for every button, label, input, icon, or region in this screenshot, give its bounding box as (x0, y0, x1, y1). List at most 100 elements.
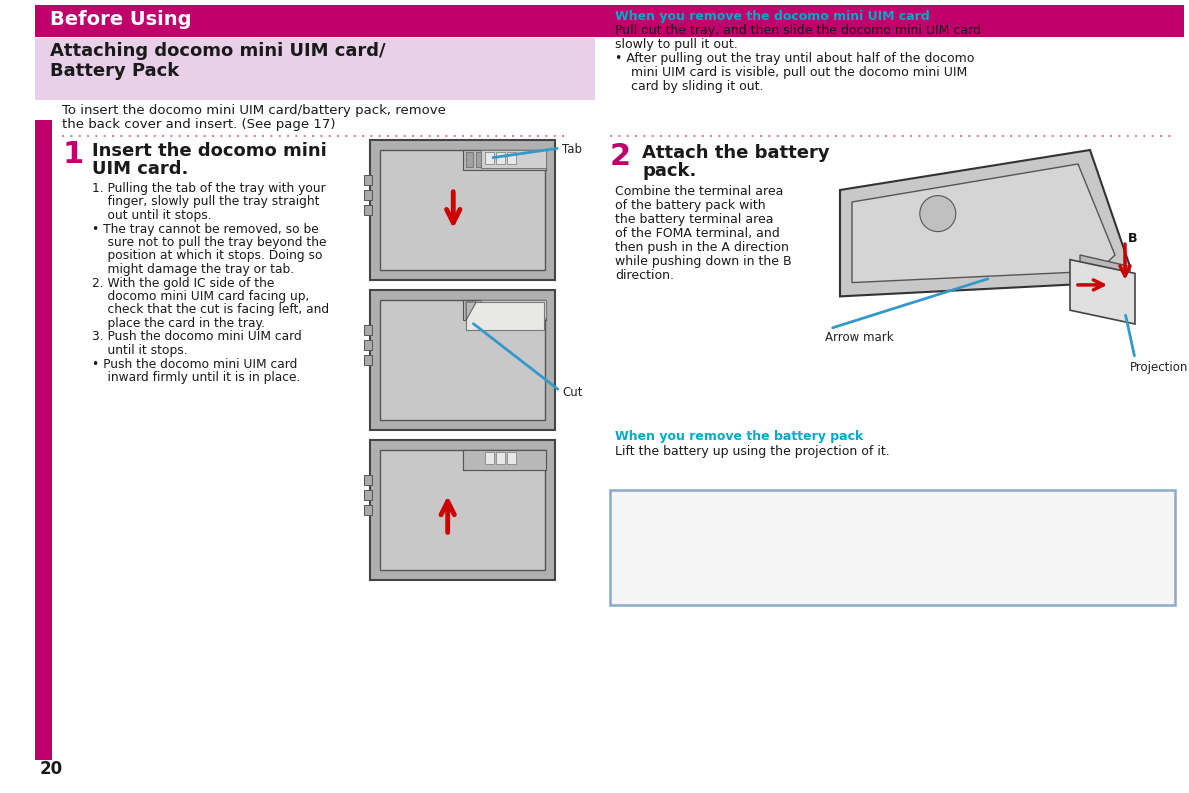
Bar (463, 450, 546, 470)
Text: Cut: Cut (562, 386, 583, 399)
Bar (364, 475, 372, 485)
Bar (34, 120, 52, 760)
Text: terminal. If you have a docomo UIM card or FOMA card,: terminal. If you have a docomo UIM card … (619, 562, 980, 575)
Bar (482, 450, 546, 468)
Text: of the battery pack with: of the battery pack with (615, 199, 766, 212)
Polygon shape (853, 164, 1115, 282)
Bar (507, 302, 514, 317)
Text: Arrow mark: Arrow mark (825, 331, 894, 343)
Polygon shape (1070, 259, 1135, 324)
Text: • After pulling out the tray until about half of the docomo: • After pulling out the tray until about… (615, 52, 974, 65)
Text: Attach the battery: Attach the battery (642, 144, 830, 162)
Bar (482, 300, 546, 318)
Text: Attaching docomo mini UIM card/: Attaching docomo mini UIM card/ (50, 42, 385, 60)
Bar (364, 355, 372, 365)
Text: terminal when you install or remove the docomo mini UIM: terminal when you install or remove the … (619, 514, 995, 527)
Bar (364, 340, 372, 350)
Bar (496, 302, 503, 317)
Text: card by sliding it out.: card by sliding it out. (615, 80, 763, 93)
Text: 2: 2 (610, 142, 631, 171)
Bar (34, 5, 1184, 37)
Bar (496, 152, 503, 167)
Bar (463, 450, 546, 470)
Bar (477, 302, 483, 317)
Bar (507, 452, 516, 464)
Text: • The tray cannot be removed, so be: • The tray cannot be removed, so be (92, 223, 319, 236)
Text: the back cover and insert. (See page 17): the back cover and insert. (See page 17) (62, 118, 335, 131)
Bar (463, 300, 546, 320)
Text: the battery terminal area: the battery terminal area (615, 213, 774, 226)
Bar (486, 302, 493, 317)
Bar (496, 452, 504, 464)
Text: while pushing down in the B: while pushing down in the B (615, 255, 792, 268)
Bar (380, 300, 545, 420)
Bar (496, 302, 504, 314)
Text: docomo mini UIM card facing up,: docomo mini UIM card facing up, (92, 290, 309, 303)
Bar (485, 152, 493, 164)
Text: might damage the tray or tab.: might damage the tray or tab. (92, 263, 294, 276)
Bar (380, 150, 545, 270)
Bar (380, 450, 545, 570)
Text: slowly to pull it out.: slowly to pull it out. (615, 38, 737, 51)
Text: UIM card.: UIM card. (92, 160, 188, 178)
Bar (507, 452, 514, 467)
Text: mini UIM card is visible, pull out the docomo mini UIM: mini UIM card is visible, pull out the d… (615, 66, 967, 79)
Polygon shape (1080, 255, 1130, 305)
Text: Insert the docomo mini: Insert the docomo mini (92, 142, 327, 160)
Text: pack.: pack. (642, 162, 697, 180)
Bar (477, 152, 483, 167)
Text: finger, slowly pull the tray straight: finger, slowly pull the tray straight (92, 196, 320, 209)
Text: 1: 1 (63, 140, 84, 169)
Text: Tab: Tab (562, 143, 581, 156)
Text: out until it stops.: out until it stops. (92, 209, 212, 222)
Text: then push in the A direction: then push in the A direction (615, 241, 788, 254)
Text: Battery Pack: Battery Pack (50, 62, 180, 80)
Bar (486, 152, 493, 167)
Text: • Push the docomo mini UIM card: • Push the docomo mini UIM card (92, 358, 297, 370)
Text: Basic Operation: Basic Operation (37, 404, 50, 515)
Text: 20: 20 (40, 760, 63, 778)
Circle shape (920, 196, 956, 232)
Text: place the card in the tray.: place the card in the tray. (92, 317, 265, 330)
Bar (364, 175, 372, 185)
Text: Combine the terminal area: Combine the terminal area (615, 185, 784, 198)
Text: • You can use only a docomo mini UIM card with this FOMA: • You can use only a docomo mini UIM car… (619, 546, 989, 559)
Bar (364, 205, 372, 215)
Text: To insert the docomo mini UIM card/battery pack, remove: To insert the docomo mini UIM card/batte… (62, 104, 446, 117)
Bar (370, 440, 555, 580)
Text: replace it at a handling counter of a docomo Shop.: replace it at a handling counter of a do… (619, 578, 951, 591)
Text: inward firmly until it is in place.: inward firmly until it is in place. (92, 371, 301, 384)
Text: check that the cut is facing left, and: check that the cut is facing left, and (92, 304, 329, 316)
Text: card or battery pack.: card or battery pack. (619, 530, 763, 543)
Text: Projection: Projection (1130, 361, 1188, 374)
Text: until it stops.: until it stops. (92, 344, 188, 357)
Text: position at which it stops. Doing so: position at which it stops. Doing so (92, 250, 322, 262)
Polygon shape (466, 302, 477, 320)
Bar (610, 490, 1175, 605)
Text: Lift the battery up using the projection of it.: Lift the battery up using the projection… (615, 445, 889, 458)
Bar (507, 152, 514, 167)
Bar (507, 152, 516, 164)
Polygon shape (839, 150, 1130, 297)
Bar (466, 452, 473, 467)
Text: Pull out the tray, and then slide the docomo mini UIM card: Pull out the tray, and then slide the do… (615, 24, 981, 37)
Text: 1. Pulling the tab of the tray with your: 1. Pulling the tab of the tray with your (92, 182, 326, 195)
Text: 3. Push the docomo mini UIM card: 3. Push the docomo mini UIM card (92, 331, 302, 343)
Text: direction.: direction. (615, 269, 674, 282)
Text: B: B (1128, 232, 1138, 245)
Bar (486, 452, 493, 467)
Text: 2. With the gold IC side of the: 2. With the gold IC side of the (92, 277, 275, 289)
Bar (370, 140, 555, 280)
Text: When you remove the battery pack: When you remove the battery pack (615, 430, 863, 443)
Bar (496, 452, 503, 467)
Bar (364, 505, 372, 515)
Bar (482, 150, 546, 168)
Bar (364, 325, 372, 335)
Bar (496, 152, 504, 164)
Text: A: A (1112, 276, 1121, 289)
Text: of the FOMA terminal, and: of the FOMA terminal, and (615, 227, 780, 240)
Bar (507, 302, 516, 314)
Bar (485, 452, 493, 464)
Text: sure not to pull the tray beyond the: sure not to pull the tray beyond the (92, 236, 327, 249)
Bar (364, 190, 372, 200)
